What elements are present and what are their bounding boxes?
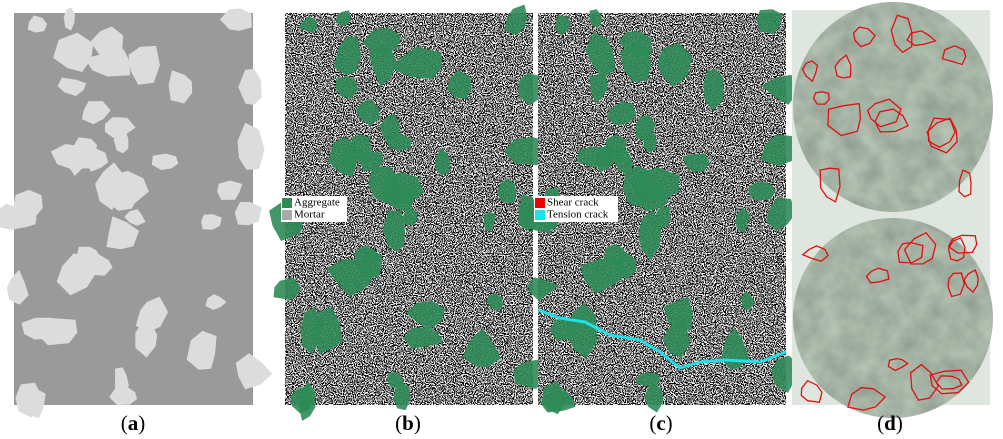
caption-part: (	[121, 411, 128, 435]
caption-part: )	[138, 411, 145, 435]
panel-caption: (d)	[877, 411, 903, 435]
caption-part: (	[877, 411, 884, 435]
legend-c: Shear crack Tension crack	[534, 196, 618, 222]
caption-part: )	[666, 411, 673, 435]
panel-caption: (b)	[395, 411, 421, 435]
figure: Aggregate Mortar Shear crack Tension cra…	[0, 0, 1003, 439]
caption-part: )	[896, 411, 903, 435]
figure-canvas: Aggregate Mortar Shear crack Tension cra…	[0, 0, 1003, 439]
caption-part: c	[656, 411, 665, 435]
legend-label: Shear crack	[547, 197, 599, 209]
legend-b: Aggregate Mortar	[281, 196, 347, 222]
legend-label: Aggregate	[294, 197, 340, 209]
caption-part: (	[395, 411, 402, 435]
panel-d	[790, 0, 1000, 425]
aggregate	[235, 202, 262, 225]
caption-part: (	[649, 411, 656, 435]
caption-part: b	[402, 411, 414, 435]
caption-part: a	[128, 411, 139, 435]
panel-caption: (a)	[121, 411, 146, 435]
caption-part: )	[414, 411, 421, 435]
panel-caption: (c)	[649, 411, 672, 435]
legend-label: Tension crack	[547, 209, 609, 221]
legend-label: Mortar	[294, 209, 325, 221]
panel-a	[0, 7, 272, 418]
caption-part: d	[884, 411, 896, 435]
